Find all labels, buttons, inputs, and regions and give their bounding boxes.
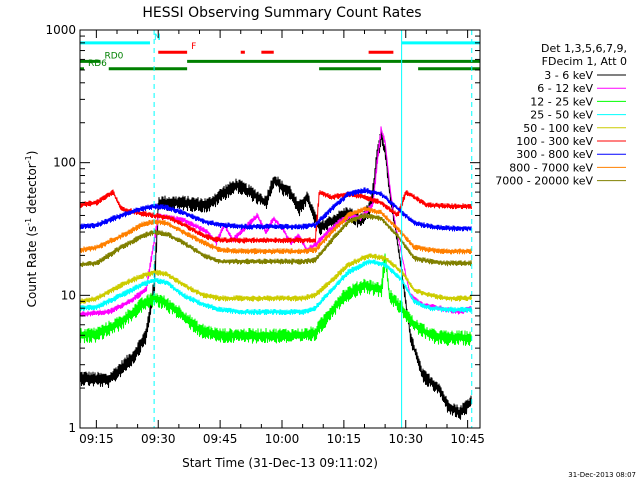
y-tick-label: 1 <box>68 421 76 435</box>
series-line <box>80 253 472 305</box>
series-line <box>80 253 472 346</box>
vlines-layer <box>153 30 473 428</box>
x-tick-label: 09:15 <box>79 432 114 446</box>
y-axis-label-end: ) <box>25 151 39 156</box>
legend-label: 6 - 12 keV <box>537 82 593 95</box>
y-axis-label: Count Rate (s-1 detector-1) <box>24 151 39 308</box>
legend-header-1: Det 1,3,5,6,7,9, <box>541 42 627 55</box>
legend: Det 1,3,5,6,7,9, FDecim 1, Att 0 3 - 6 k… <box>495 42 627 188</box>
legend-label: 300 - 800 keV <box>516 148 593 161</box>
flags-layer <box>80 41 480 71</box>
legend-label: 7000 - 20000 keV <box>495 175 593 188</box>
legend-label: 12 - 25 keV <box>530 95 593 108</box>
legend-label: 100 - 300 keV <box>516 135 593 148</box>
legend-header-2: FDecim 1, Att 0 <box>542 55 627 68</box>
x-tick-label: 10:00 <box>265 432 300 446</box>
legend-label: 3 - 6 keV <box>544 69 593 82</box>
x-tick-label: 10:15 <box>327 432 362 446</box>
x-tick-label: 09:30 <box>141 432 176 446</box>
legend-label: 800 - 7000 keV <box>509 161 593 174</box>
series-line <box>80 258 472 316</box>
y-tick-label: 100 <box>53 156 76 170</box>
flag-label: N <box>154 33 161 43</box>
chart-title: HESSI Observing Summary Count Rates <box>142 5 421 21</box>
x-tick-label: 10:30 <box>388 432 423 446</box>
plot-frame <box>79 29 481 429</box>
legend-label: 50 - 100 keV <box>523 122 593 135</box>
series-line <box>80 187 472 232</box>
series-layer <box>80 126 472 420</box>
flag-label: F <box>191 42 196 52</box>
axes-layer: 09:15 09:30 09:45 10:00 10:15 10:30 10:45 1 10 10… <box>45 23 484 446</box>
series-line <box>80 212 472 268</box>
x-tick-label: 10:45 <box>450 432 485 446</box>
series-line <box>80 189 472 244</box>
y-axis-label-sup-2: -1 <box>24 155 33 163</box>
y-axis-label-sup-1: -1 <box>24 218 33 226</box>
footer-timestamp: 31-Dec-2013 08:07 <box>568 471 636 479</box>
x-axis-label: Start Time (31-Dec-13 09:11:02) <box>182 456 378 470</box>
series-line <box>80 131 472 420</box>
flag-label: RD0 <box>104 51 123 61</box>
x-tick-label: 09:45 <box>203 432 238 446</box>
y-tick-label: 10 <box>61 288 76 302</box>
y-tick-label: 1000 <box>45 23 76 37</box>
legend-label: 25 - 50 keV <box>530 109 593 122</box>
y-axis-label-main: Count Rate (s <box>25 226 39 308</box>
flag-label: RD6 <box>88 59 107 69</box>
series-line <box>80 206 472 255</box>
y-axis-label-mid: detector <box>25 163 39 218</box>
